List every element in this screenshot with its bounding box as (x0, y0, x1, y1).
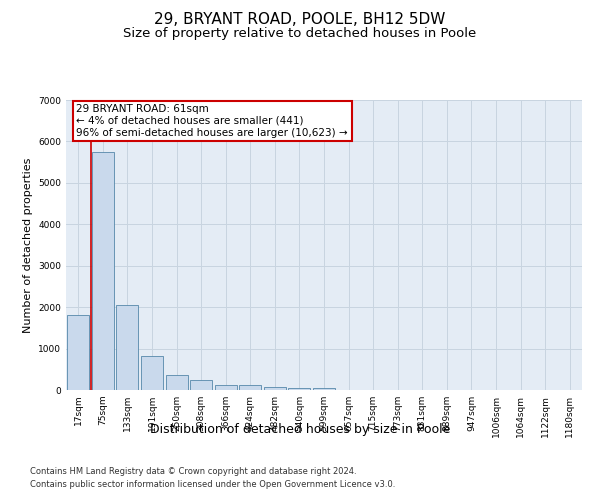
Bar (116, 305, 139, 390)
Text: 29 BRYANT ROAD: 61sqm
← 4% of detached houses are smaller (441)
96% of semi-deta: 29 BRYANT ROAD: 61sqm ← 4% of detached h… (76, 104, 348, 138)
Bar (141, 356, 163, 390)
Bar (190, 380, 212, 390)
Y-axis label: Number of detached properties: Number of detached properties (23, 158, 32, 332)
Text: Distribution of detached houses by size in Poole: Distribution of detached houses by size … (150, 422, 450, 436)
Text: Contains HM Land Registry data © Crown copyright and database right 2024.: Contains HM Land Registry data © Crown c… (30, 468, 356, 476)
Bar (289, 388, 310, 390)
Bar (215, 384, 237, 390)
Bar (264, 386, 286, 390)
Bar (92, 152, 114, 390)
Text: Size of property relative to detached houses in Poole: Size of property relative to detached ho… (124, 28, 476, 40)
Text: Contains public sector information licensed under the Open Government Licence v3: Contains public sector information licen… (30, 480, 395, 489)
Bar (166, 374, 188, 390)
Text: 29, BRYANT ROAD, POOLE, BH12 5DW: 29, BRYANT ROAD, POOLE, BH12 5DW (154, 12, 446, 28)
Bar (239, 386, 262, 390)
Bar (67, 316, 89, 390)
Bar (313, 388, 335, 390)
